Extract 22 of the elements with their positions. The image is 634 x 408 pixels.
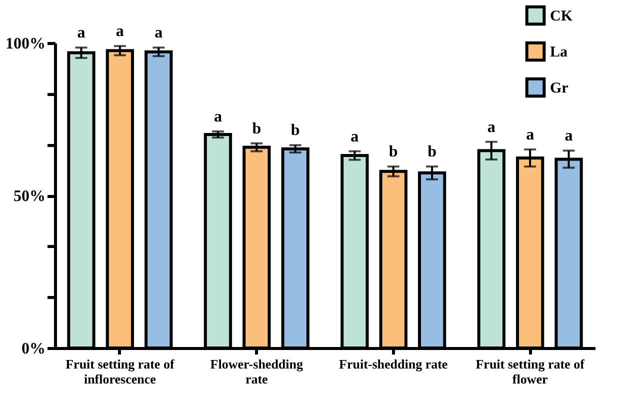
data-label: a <box>116 23 124 40</box>
data-label: a <box>526 126 534 144</box>
data-label: b <box>388 144 398 161</box>
data-label: a <box>154 24 163 42</box>
x-tick-label: Flower-shedding rate <box>210 356 304 386</box>
x-tick-label: Fruit setting rate of flower <box>476 356 586 386</box>
data-label: b <box>290 122 300 140</box>
legend-label: CK <box>550 8 573 24</box>
legend-label: La <box>550 44 568 60</box>
y-tick-label: 0% <box>22 340 46 358</box>
data-label: a <box>77 24 86 42</box>
data-label: b <box>252 120 262 138</box>
data-label: b <box>428 144 437 161</box>
data-label: a <box>487 118 496 136</box>
x-tick-label: Fruit setting rate of inflorescence <box>66 356 175 386</box>
legend-label: Gr <box>550 80 569 96</box>
data-label: a <box>214 108 222 126</box>
y-tick-label: 50% <box>14 188 46 205</box>
data-label: a <box>564 128 573 145</box>
y-tick-label: 100% <box>6 36 46 52</box>
x-tick-label: Fruit-shedding rate <box>339 356 448 372</box>
data-label: a <box>350 128 359 146</box>
